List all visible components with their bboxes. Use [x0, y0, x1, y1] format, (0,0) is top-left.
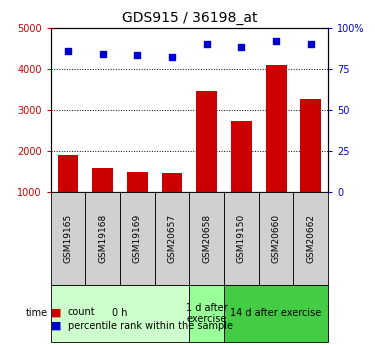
Text: 0 h: 0 h	[112, 308, 128, 318]
Text: GSM20662: GSM20662	[306, 214, 315, 263]
Point	[204, 41, 210, 47]
Bar	[259, 191, 293, 285]
Text: percentile rank within the sample: percentile rank within the sample	[68, 321, 232, 331]
Text: 14 d after exercise: 14 d after exercise	[231, 308, 322, 318]
Bar	[154, 191, 189, 285]
Text: GSM19169: GSM19169	[133, 214, 142, 263]
Bar	[189, 285, 224, 342]
Bar	[85, 191, 120, 285]
Bar	[92, 168, 113, 191]
Point	[273, 38, 279, 43]
Bar	[300, 99, 321, 191]
Bar	[189, 191, 224, 285]
Bar	[293, 191, 328, 285]
Text: GSM20660: GSM20660	[272, 214, 280, 263]
Title: GDS915 / 36198_at: GDS915 / 36198_at	[122, 11, 257, 25]
Text: ■: ■	[51, 307, 61, 317]
Bar	[58, 155, 78, 191]
Point	[238, 45, 244, 50]
Text: GSM19165: GSM19165	[63, 214, 72, 263]
Point	[65, 48, 71, 53]
Text: count: count	[68, 307, 95, 317]
Bar	[266, 65, 286, 191]
Text: GSM19168: GSM19168	[98, 214, 107, 263]
Text: GSM20657: GSM20657	[168, 214, 177, 263]
Point	[169, 55, 175, 60]
Text: time: time	[26, 308, 48, 318]
Bar	[162, 173, 182, 191]
Text: ■: ■	[51, 321, 61, 331]
Point	[134, 53, 140, 58]
Point	[100, 51, 106, 57]
Bar	[51, 191, 85, 285]
Text: 1 d after
exercise: 1 d after exercise	[186, 303, 228, 324]
Text: GSM20658: GSM20658	[202, 214, 211, 263]
Bar	[231, 121, 252, 191]
Bar	[127, 172, 148, 191]
Point	[308, 41, 314, 47]
Text: GSM19150: GSM19150	[237, 214, 246, 263]
Bar	[120, 191, 154, 285]
Bar	[51, 285, 189, 342]
Bar	[196, 91, 217, 191]
Bar	[224, 285, 328, 342]
Bar	[224, 191, 259, 285]
